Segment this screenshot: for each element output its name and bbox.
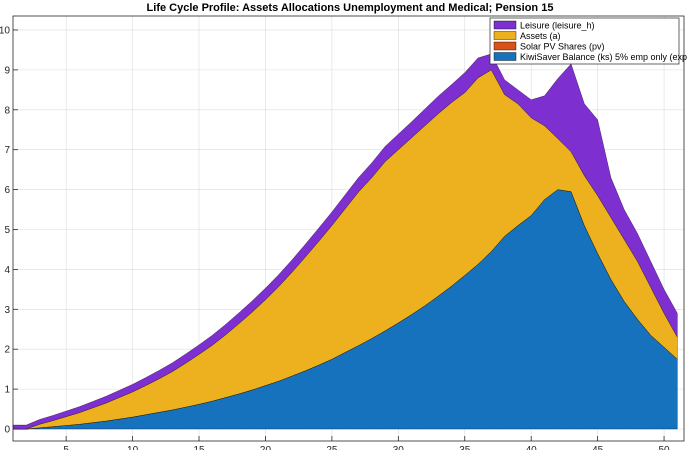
legend-swatch-3	[493, 52, 517, 61]
chart-title: Life Cycle Profile: Assets Allocations U…	[147, 2, 554, 14]
x-tick-label: 40	[526, 445, 538, 450]
y-tick-label: 6	[4, 185, 10, 196]
stacked-areas	[12, 53, 678, 430]
y-tick-label: 9	[4, 65, 10, 76]
y-tick-label: 8	[4, 105, 10, 116]
axis-ticks: 5101520253035404550012345678910	[0, 25, 670, 450]
legend: Leisure (leisure_h)Assets (a)Solar PV Sh…	[489, 17, 690, 65]
y-tick-label: 5	[4, 225, 10, 236]
y-tick-label: 3	[4, 305, 10, 316]
x-tick-label: 45	[592, 445, 604, 450]
x-tick-label: 5	[63, 445, 69, 450]
y-tick-label: 0	[4, 425, 10, 436]
x-tick-label: 15	[193, 445, 205, 450]
legend-label-2: Solar PV Shares (pv)	[520, 42, 605, 52]
x-tick-label: 50	[659, 445, 671, 450]
y-tick-label: 1	[4, 385, 10, 396]
y-tick-label: 2	[4, 345, 10, 356]
legend-label-0: Leisure (leisure_h)	[520, 21, 595, 31]
plot-frame	[12, 15, 685, 442]
x-tick-label: 25	[326, 445, 338, 450]
y-tick-label: 10	[0, 25, 10, 36]
legend-swatch-1	[493, 31, 517, 40]
y-tick-label: 4	[4, 265, 10, 276]
x-tick-label: 20	[260, 445, 272, 450]
y-tick-label: 7	[4, 145, 10, 156]
legend-swatch-0	[493, 20, 517, 30]
x-tick-label: 10	[127, 445, 139, 450]
area-series-3	[12, 53, 678, 430]
legend-label-1: Assets (a)	[520, 31, 561, 41]
x-tick-label: 30	[393, 445, 405, 450]
x-tick-label: 35	[459, 445, 471, 450]
legend-swatch-2	[493, 41, 517, 51]
legend-label-3: KiwiSaver Balance (ks) 5% emp only (exp …	[520, 52, 690, 62]
legend-box	[489, 17, 680, 65]
